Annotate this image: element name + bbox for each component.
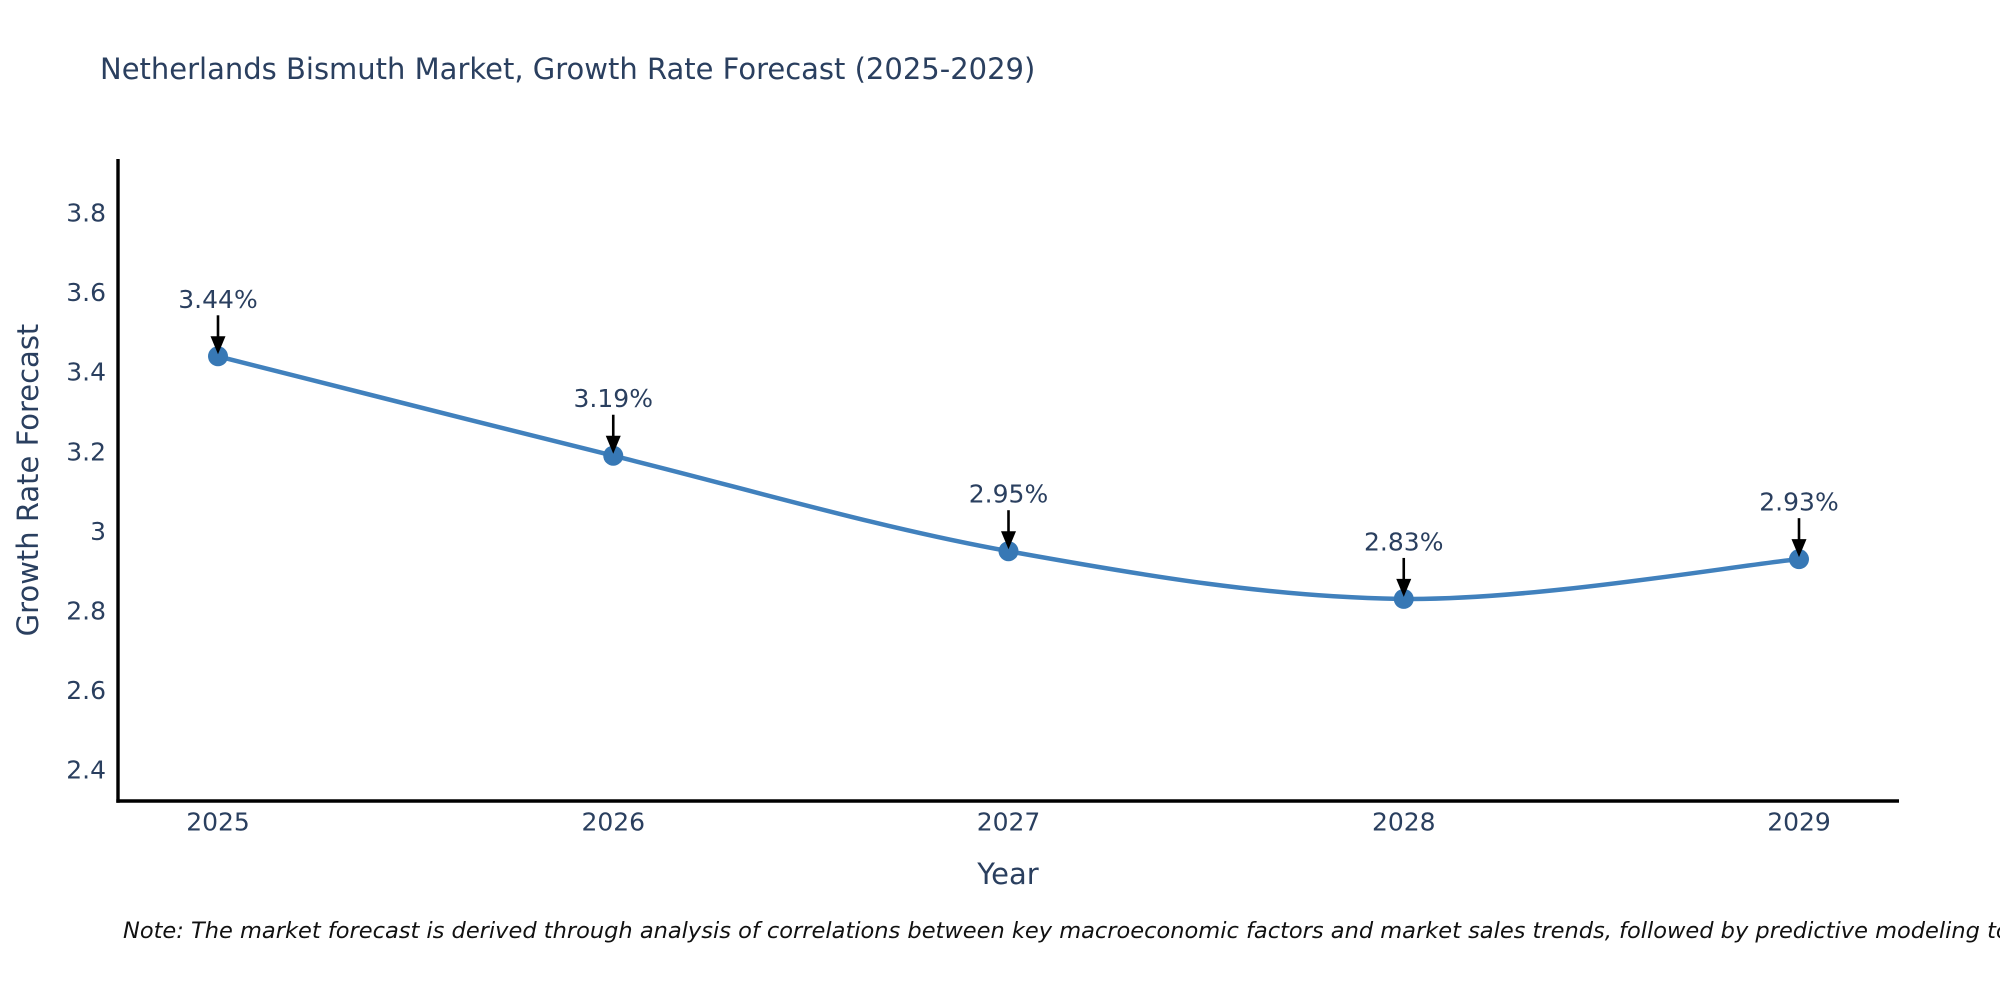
point-annotation: 2.95% bbox=[969, 480, 1048, 509]
data-point-marker bbox=[603, 445, 624, 466]
forecast-line bbox=[215, 354, 1802, 602]
point-annotation: 3.19% bbox=[574, 384, 653, 413]
annotation-arrowhead-icon bbox=[1396, 578, 1412, 597]
chart-title: Netherlands Bismuth Market, Growth Rate … bbox=[100, 52, 1036, 86]
footnote: Note: The market forecast is derived thr… bbox=[123, 918, 2000, 944]
y-tick-label: 3 bbox=[90, 517, 106, 546]
y-tick-label: 2.6 bbox=[66, 676, 106, 705]
x-axis-title-text: Year bbox=[977, 857, 1039, 891]
data-point-marker bbox=[1393, 588, 1414, 609]
x-tick-label: 2025 bbox=[186, 808, 250, 837]
data-point-marker bbox=[208, 346, 228, 367]
y-axis-title-text: Growth Rate Forecast bbox=[11, 323, 45, 637]
annotation-arrowhead-icon bbox=[1791, 539, 1807, 558]
y-tick-label: 2.4 bbox=[66, 755, 106, 784]
x-tick-label: 2027 bbox=[977, 808, 1041, 837]
point-annotation: 2.83% bbox=[1364, 527, 1443, 556]
data-point-marker bbox=[998, 541, 1019, 562]
y-tick-label: 2.8 bbox=[66, 596, 106, 625]
point-annotation: 3.44% bbox=[178, 285, 257, 314]
annotation-arrowhead-icon bbox=[210, 336, 226, 355]
x-tick-label: 2029 bbox=[1767, 808, 1831, 837]
annotation-arrowhead-icon bbox=[1001, 531, 1016, 550]
y-tick-label: 3.6 bbox=[66, 278, 106, 307]
data-point-marker bbox=[1789, 549, 1809, 570]
annotation-arrowhead-icon bbox=[605, 435, 621, 454]
x-tick-label: 2026 bbox=[581, 808, 645, 837]
point-annotation: 2.93% bbox=[1759, 488, 1838, 517]
x-tick-label: 2028 bbox=[1372, 808, 1436, 837]
y-tick-label: 3.2 bbox=[66, 437, 106, 466]
y-tick-label: 3.4 bbox=[66, 358, 106, 387]
y-tick-label: 3.8 bbox=[66, 199, 106, 228]
